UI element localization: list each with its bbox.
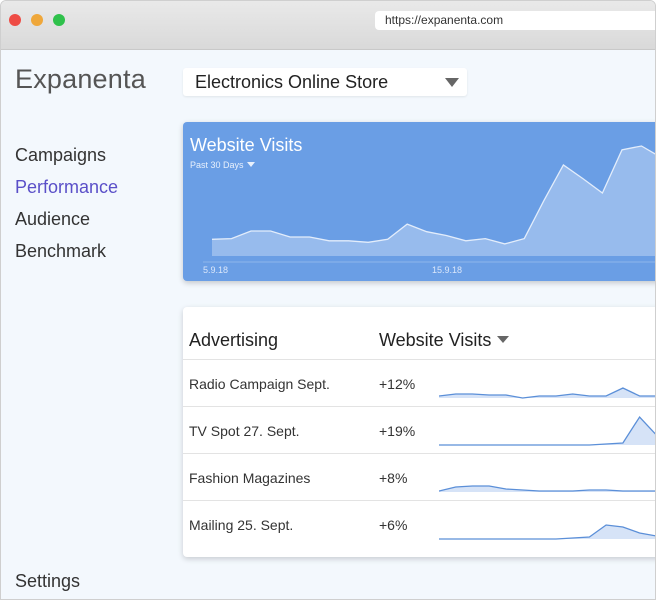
sparkline-series-area [439,525,655,539]
table-row[interactable]: Radio Campaign Sept. +12% [183,359,655,406]
chevron-down-icon [445,78,459,87]
campaign-name: Fashion Magazines [189,470,311,486]
sparkline [439,387,655,399]
visits-change: +19% [379,423,416,439]
close-window-icon[interactable] [9,14,21,26]
maximize-window-icon[interactable] [53,14,65,26]
store-selector-value: Electronics Online Store [195,72,389,92]
visits-series-area [212,146,655,256]
sparkline-series-area [439,417,655,445]
date-range-dropdown[interactable]: Past 30 Days [190,160,255,170]
campaign-name: Mailing 25. Sept. [189,517,294,533]
x-axis-date-label: 5.9.18 [203,265,229,275]
minimize-window-icon[interactable] [31,14,43,26]
sparkline-series-line [439,387,655,399]
website-visits-card: Website Visits Past 30 Days 5.9.18 15.9.… [183,122,655,281]
chevron-down-icon [497,336,510,343]
visits-series-line [211,145,655,245]
campaign-name: TV Spot 27. Sept. [189,423,300,439]
browser-titlebar: https://expanenta.com [1,1,655,50]
sparkline [439,485,655,492]
metric-dropdown[interactable]: Website Visits [379,330,510,351]
chevron-down-icon [246,162,255,167]
sparkline-series-line [439,415,655,446]
sidebar-item-campaigns[interactable]: Campaigns [15,145,107,165]
store-selector[interactable]: Electronics Online Store [183,68,467,96]
column-header-metric: Website Visits [379,330,492,350]
column-header-advertising: Advertising [189,330,279,350]
visits-change: +6% [379,517,408,533]
sparkline-series-line [439,485,655,492]
advertising-card: Advertising Website Visits Radio Campaig… [183,307,655,557]
sidebar-item-benchmark[interactable]: Benchmark [15,241,107,261]
table-row[interactable]: Mailing 25. Sept. +6% [183,500,655,547]
sparkline-series-line [439,524,655,540]
sidebar-item-performance[interactable]: Performance [15,177,119,197]
visits-title: Website Visits [190,135,303,155]
visits-change: +12% [379,376,416,392]
sidebar-nav: Campaigns Performance Audience Benchmark [15,144,118,272]
sparkline [439,524,655,540]
sidebar-item-audience[interactable]: Audience [15,209,91,229]
visits-change: +8% [379,470,408,486]
sidebar-item-settings[interactable]: Settings [15,571,81,591]
campaign-name: Radio Campaign Sept. [189,376,330,392]
address-bar[interactable]: https://expanenta.com [375,11,655,30]
app-logo: Expanenta [15,64,146,94]
table-row[interactable]: Fashion Magazines +8% [183,453,655,500]
website-visits-chart [203,145,655,263]
date-range-label: Past 30 Days [190,160,244,170]
table-row[interactable]: TV Spot 27. Sept. +19% [183,406,655,453]
advertising-table-header: Advertising Website Visits [183,307,655,359]
sparkline [439,415,655,446]
x-axis-date-label: 15.9.18 [432,265,463,275]
